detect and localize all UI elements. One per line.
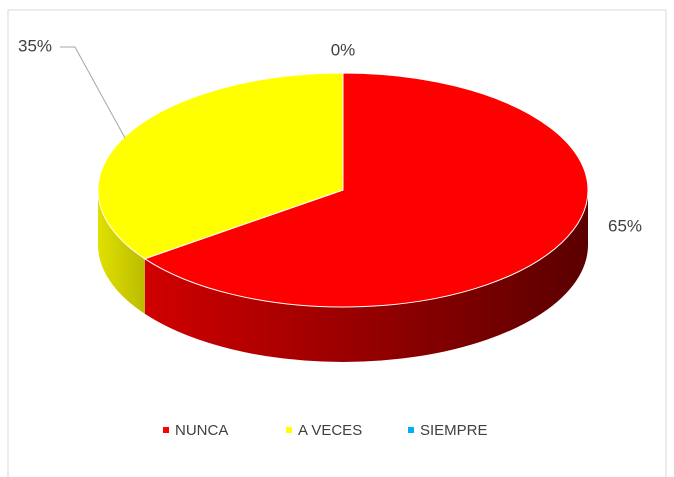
- legend-label: A VECES: [298, 422, 362, 439]
- data-label: 0%: [331, 40, 356, 59]
- slice-side: [98, 190, 145, 314]
- data-label: 35%: [18, 36, 52, 55]
- chart-frame: [7, 9, 667, 477]
- legend-label: SIEMPRE: [420, 422, 488, 439]
- leader-line: [60, 46, 126, 139]
- legend-label: NUNCA: [175, 422, 228, 439]
- data-label: 65%: [608, 216, 642, 235]
- slice-side: [144, 190, 588, 362]
- legend-marker: [408, 427, 414, 433]
- slice: [143, 72, 589, 308]
- legend-marker: [163, 427, 169, 433]
- legend-marker: [286, 427, 292, 433]
